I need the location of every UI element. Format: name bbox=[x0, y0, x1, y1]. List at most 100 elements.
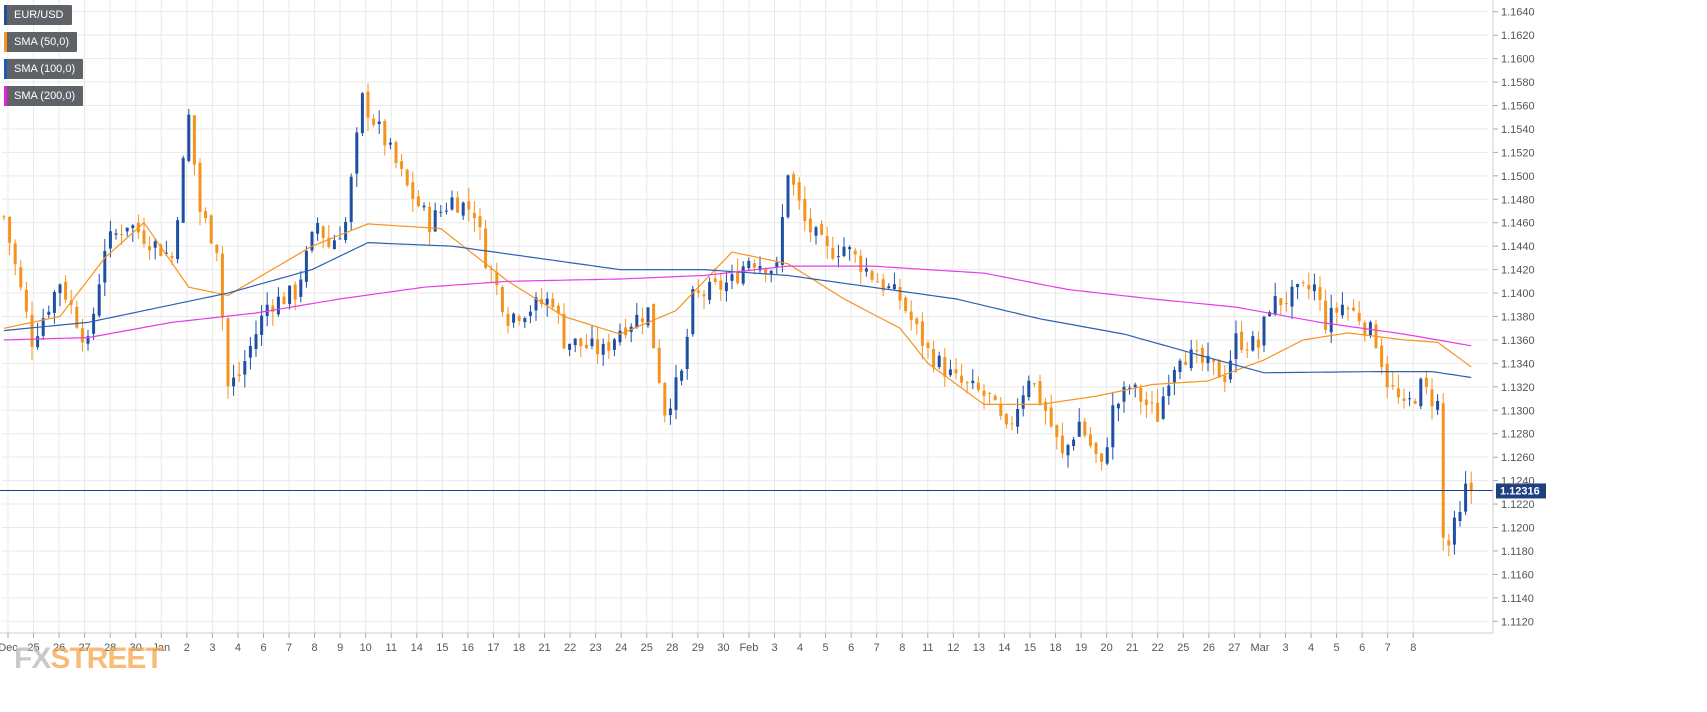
x-tick-label: 27 bbox=[79, 642, 91, 654]
x-tick-label: 7 bbox=[874, 642, 880, 654]
candle-body bbox=[321, 226, 325, 239]
candle-body bbox=[512, 313, 516, 323]
x-tick-label: 9 bbox=[337, 642, 343, 654]
candle-body bbox=[170, 255, 174, 259]
candle-body bbox=[1217, 360, 1221, 378]
candle-body bbox=[668, 408, 672, 416]
candle-body bbox=[859, 255, 863, 272]
candle-body bbox=[1094, 442, 1098, 455]
candle-body bbox=[691, 289, 695, 335]
candle-body bbox=[1128, 387, 1132, 389]
price-tag-label: 1.12316 bbox=[1500, 485, 1540, 497]
candle-body bbox=[1083, 421, 1087, 436]
y-tick-label: 1.1340 bbox=[1501, 358, 1535, 370]
x-tick-label: 18 bbox=[513, 642, 525, 654]
candle-body bbox=[1256, 339, 1260, 348]
candle-body bbox=[467, 201, 471, 210]
candle-body bbox=[814, 227, 818, 236]
candle-body bbox=[1116, 403, 1120, 409]
candle-body bbox=[1352, 307, 1356, 311]
y-tick-label: 1.1540 bbox=[1501, 124, 1535, 136]
legend-swatch bbox=[4, 32, 7, 52]
x-tick-label: 29 bbox=[692, 642, 704, 654]
candle-body bbox=[1156, 402, 1160, 422]
y-tick-label: 1.1240 bbox=[1501, 476, 1535, 488]
x-tick-label: 8 bbox=[312, 642, 318, 654]
y-tick-label: 1.1420 bbox=[1501, 265, 1535, 277]
x-tick-label: 6 bbox=[1359, 642, 1365, 654]
y-axis: 1.1120 1.1140 1.1160 1.1180 1.1200 1.1220 1.12… bbox=[1492, 0, 1535, 633]
candle-body bbox=[1318, 287, 1322, 300]
candle-body bbox=[1223, 375, 1227, 383]
candle-body bbox=[803, 198, 807, 222]
candle-body bbox=[1279, 298, 1283, 306]
candle-body bbox=[724, 282, 728, 292]
y-tick-label: 1.1560 bbox=[1501, 101, 1535, 113]
candle-body bbox=[1469, 482, 1473, 491]
legend-item-sma100[interactable]: SMA (100,0) bbox=[4, 59, 84, 79]
candle-body bbox=[204, 211, 208, 219]
candle-body bbox=[853, 250, 857, 255]
candle-body bbox=[831, 248, 835, 259]
x-tick-label: Dec bbox=[0, 642, 18, 654]
legend-label: SMA (200,0) bbox=[14, 90, 76, 102]
legend-item-eurusd[interactable]: EUR/USD bbox=[4, 5, 72, 25]
candle-body bbox=[176, 220, 180, 260]
candle-body bbox=[327, 237, 331, 248]
candle-body bbox=[500, 286, 504, 313]
x-tick-label: 7 bbox=[286, 642, 292, 654]
legend-item-sma200[interactable]: SMA (200,0) bbox=[4, 86, 84, 106]
candle-body bbox=[1027, 380, 1031, 398]
candle-body bbox=[355, 132, 359, 174]
candle-body bbox=[1206, 355, 1210, 364]
current-price-line: 1.12316 bbox=[0, 483, 1546, 499]
x-tick-label: 8 bbox=[1410, 642, 1416, 654]
candle-body bbox=[1268, 312, 1272, 317]
x-tick-label: 12 bbox=[947, 642, 959, 654]
candle-body bbox=[153, 241, 157, 248]
candle-body bbox=[422, 205, 426, 208]
candle-body bbox=[1228, 360, 1232, 380]
legend-item-sma50[interactable]: SMA (50,0) bbox=[4, 32, 78, 52]
legend-label: EUR/USD bbox=[14, 9, 64, 21]
candle-body bbox=[1060, 435, 1064, 454]
candle-body bbox=[1189, 349, 1193, 369]
candle-body bbox=[1038, 381, 1042, 404]
candle-body bbox=[1178, 360, 1182, 372]
candle-body bbox=[108, 231, 112, 249]
candle-body bbox=[736, 272, 740, 284]
candle-body bbox=[702, 294, 706, 297]
candle-body bbox=[388, 142, 392, 145]
y-tick-label: 1.1260 bbox=[1501, 452, 1535, 464]
y-tick-label: 1.1380 bbox=[1501, 312, 1535, 324]
candle-body bbox=[1312, 284, 1316, 292]
fxstreet-logo: FXSTREET bbox=[14, 642, 164, 676]
x-tick-label: 14 bbox=[411, 642, 423, 654]
candle-body bbox=[719, 280, 723, 290]
candle-body bbox=[1010, 423, 1014, 425]
x-tick-label: Feb bbox=[739, 642, 758, 654]
candle-body bbox=[1452, 517, 1456, 545]
candle-body bbox=[1441, 403, 1445, 538]
candle-body bbox=[338, 238, 342, 240]
x-tick-label: 26 bbox=[1203, 642, 1215, 654]
candle-body bbox=[607, 341, 611, 351]
x-tick-label: 20 bbox=[1101, 642, 1113, 654]
candle-body bbox=[1122, 386, 1126, 402]
x-tick-label: 27 bbox=[1228, 642, 1240, 654]
candle-body bbox=[372, 118, 376, 125]
candle-body bbox=[366, 91, 370, 118]
price-tag bbox=[1496, 483, 1546, 499]
x-tick-label: 26 bbox=[53, 642, 65, 654]
candle-body bbox=[904, 297, 908, 311]
candle-body bbox=[556, 305, 560, 314]
candle-body bbox=[237, 374, 241, 376]
candle-body bbox=[456, 197, 460, 213]
candle-body bbox=[484, 228, 488, 269]
candle-body bbox=[271, 305, 275, 312]
candle-body bbox=[103, 251, 107, 283]
x-tick-label: 4 bbox=[1308, 642, 1314, 654]
candle-body bbox=[478, 216, 482, 228]
candle-body bbox=[288, 285, 292, 304]
